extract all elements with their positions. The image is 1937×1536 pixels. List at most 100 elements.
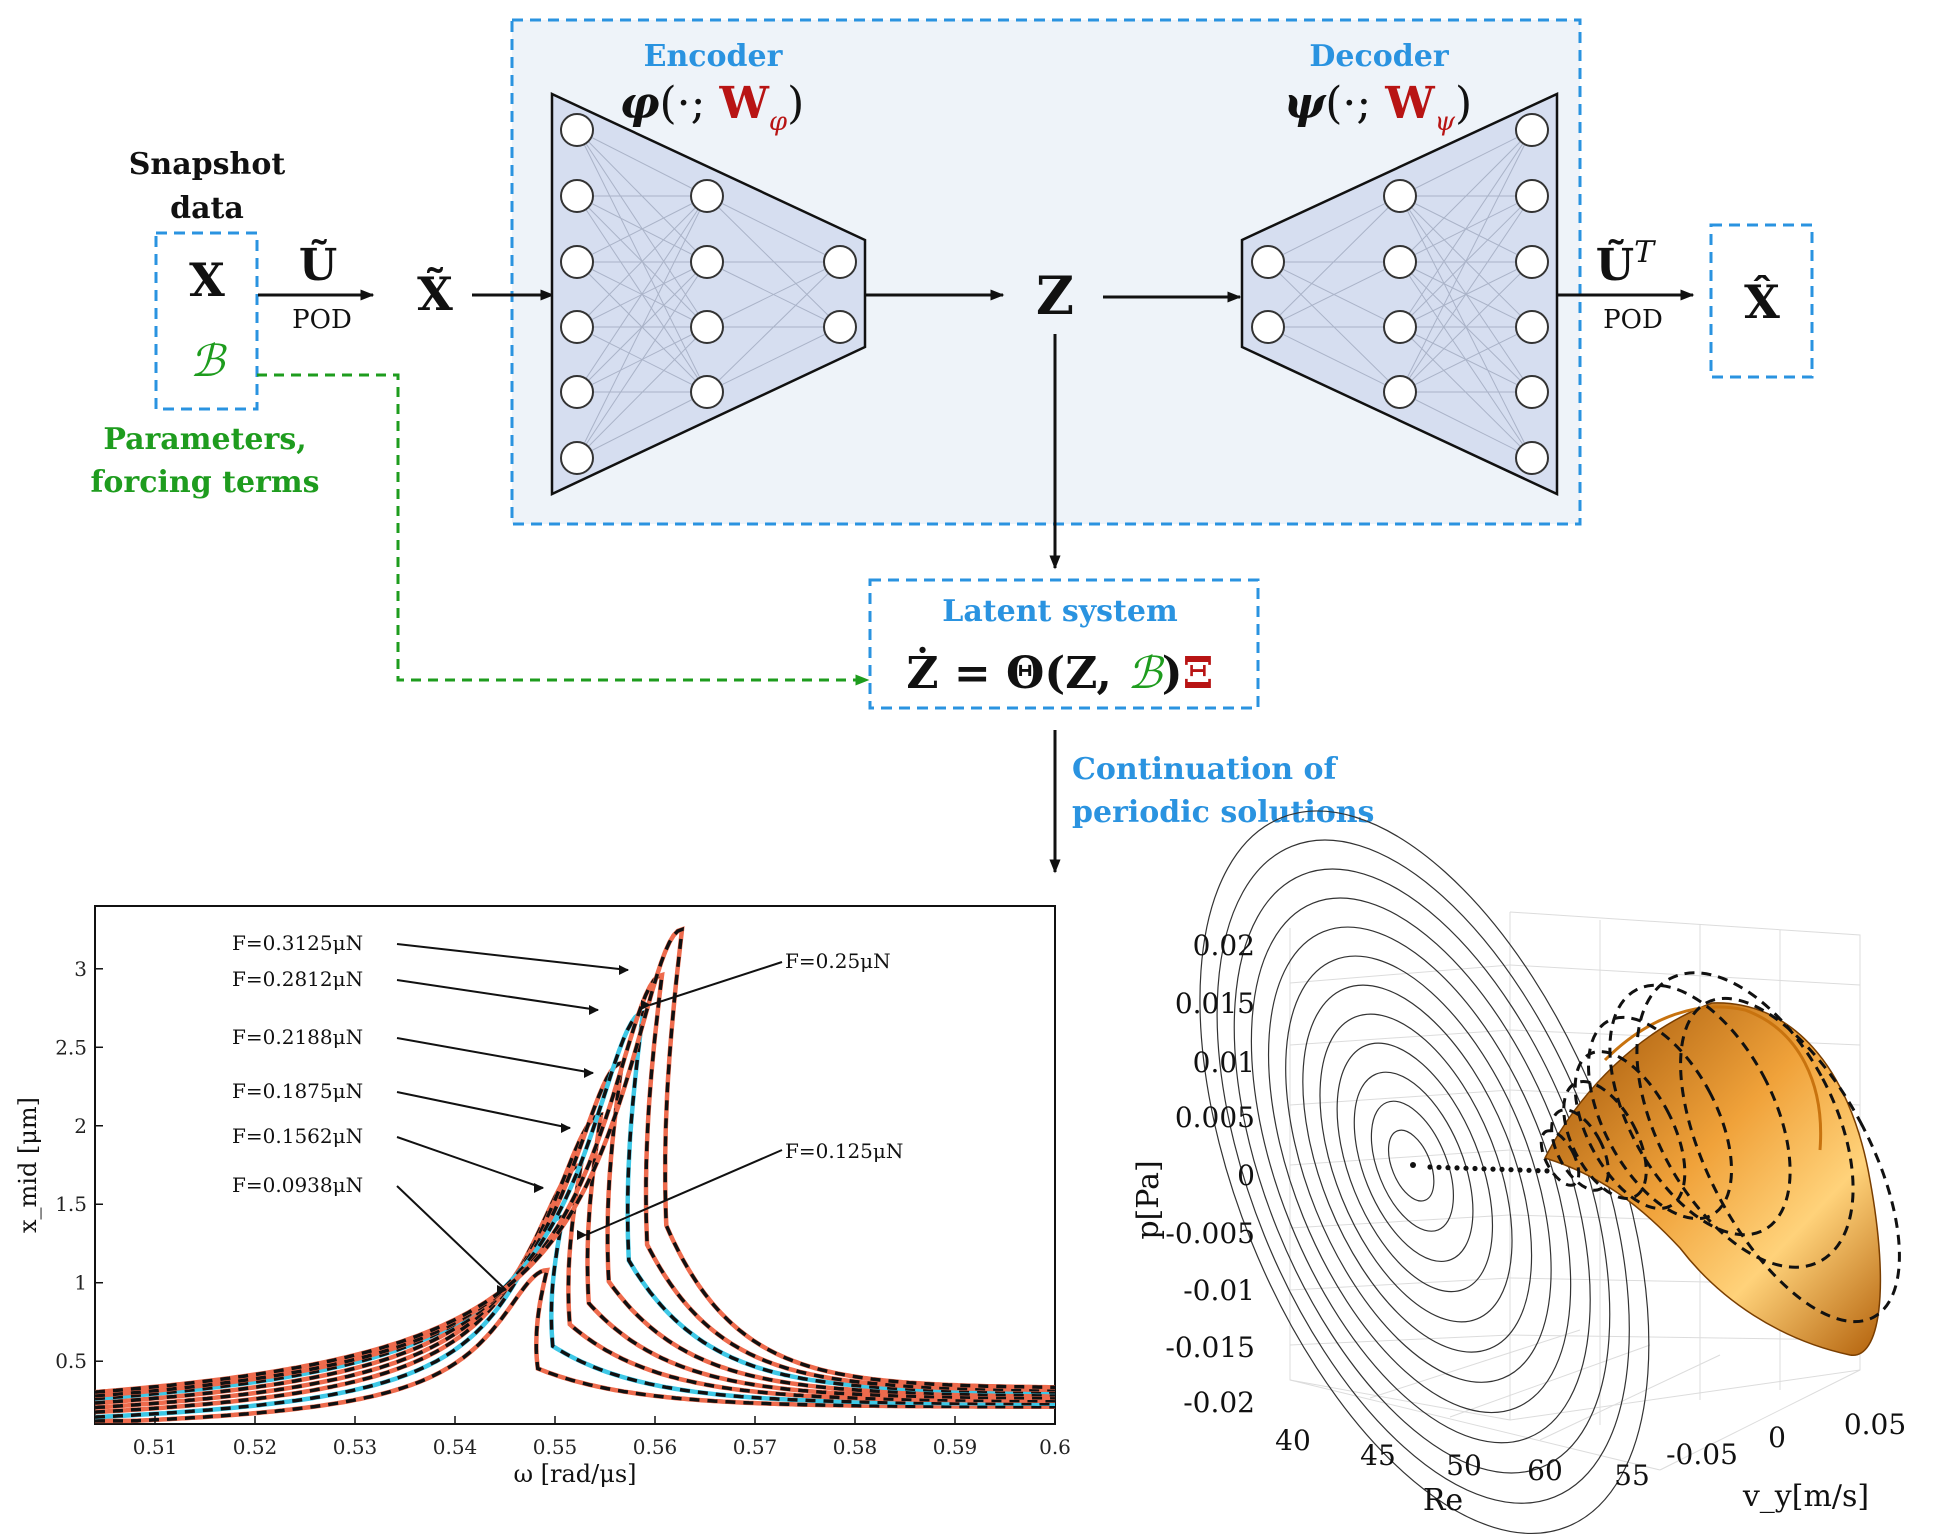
neuron-node <box>560 375 594 409</box>
network-edge <box>576 195 708 328</box>
annotation-arrow <box>396 1136 544 1193</box>
dashed-orbit <box>1608 983 1792 1237</box>
encoder-label: Encoder <box>644 39 784 74</box>
neuron-node <box>690 310 724 344</box>
encoder-function: φ(·; Wφ) <box>620 78 805 137</box>
spiral-orbit <box>1302 984 1533 1353</box>
z-tick-label: -0.01 <box>1183 1274 1255 1307</box>
network-edge <box>1267 326 1401 393</box>
parameters-path <box>257 373 870 686</box>
neuron-node <box>1515 441 1549 475</box>
neuron-node <box>1515 245 1549 279</box>
annotation-arrow <box>396 1185 507 1295</box>
y-tick-label: 0.5 <box>55 1349 87 1373</box>
spiral-orbit <box>1285 955 1552 1383</box>
continuation-label-line2: periodic solutions <box>1072 795 1374 830</box>
x-tick-label: 0.58 <box>833 1435 878 1459</box>
y-tick-label: 3 <box>74 957 87 981</box>
network-edge <box>1399 129 1533 328</box>
dashed-orbit <box>1587 1015 1733 1221</box>
branch-point <box>1499 1166 1505 1172</box>
annotation-arrow <box>396 1037 594 1078</box>
dashed-orbits <box>1539 971 1901 1324</box>
chart-y-axis-label: x_mid [μm] <box>14 1097 42 1233</box>
network-edge <box>1399 261 1533 393</box>
neuron-node <box>560 245 594 279</box>
latent-equation: Ż = Θ(Z, ℬ)Ξ <box>906 645 1213 699</box>
network-edge <box>706 261 841 328</box>
dashed-orbit <box>1635 971 1855 1269</box>
encoder-trapezoid <box>550 92 867 496</box>
neuron-node <box>690 179 724 213</box>
x-tick-label: 0.54 <box>433 1435 478 1459</box>
chart-curves <box>95 926 1055 1424</box>
neuron-node <box>1515 113 1549 147</box>
re-tick-label: 45 <box>1360 1439 1396 1472</box>
neuron-node <box>1383 375 1417 409</box>
pod-label-right: POD <box>1603 305 1663 335</box>
z-symbol: Z <box>1036 266 1074 327</box>
latent-system-label: Latent system <box>942 594 1178 629</box>
re-tick-label: 60 <box>1527 1454 1563 1487</box>
spiral-orbit <box>1233 868 1611 1474</box>
decoder-function: ψ(·; Wψ) <box>1284 78 1472 137</box>
reference-dashed-line <box>95 1214 1055 1419</box>
x-tick-label: 0.51 <box>133 1435 178 1459</box>
reference-dashed-line <box>95 926 1055 1394</box>
snapshot-box <box>154 231 259 411</box>
series-annotation-label: F=0.2188μN <box>232 1025 363 1049</box>
network-edge <box>576 195 708 459</box>
branch-point <box>1526 1167 1532 1173</box>
dashed-orbit <box>1679 996 1901 1324</box>
chart-axes: 0.51 0.52 0.53 0.54 0.55 0.56 0.57 0.58 0.59 0.60… <box>55 957 1071 1459</box>
chart-annotations: F=0.3125μN F=0.2812μN F=0.2188μN F=0.1875μN… <box>232 931 903 1295</box>
re-tick-label: 50 <box>1446 1449 1482 1482</box>
projected-spiral <box>1199 810 1650 1534</box>
branch-point <box>1454 1165 1460 1171</box>
neuron-node <box>560 441 594 475</box>
encoder-network <box>560 113 857 475</box>
network-edge <box>1399 129 1533 197</box>
spiral-orbit <box>1267 926 1572 1414</box>
annotation-arrow <box>577 1149 783 1240</box>
snapshot-label-line1: Snapshot <box>129 147 286 182</box>
3d-z-axis-label: p[Pa] <box>1131 1160 1166 1239</box>
dashed-orbit <box>1562 1080 1648 1200</box>
u-tilde-t: ŨT <box>1596 235 1656 291</box>
neuron-node <box>1515 179 1549 213</box>
z-tick-label: -0.005 <box>1165 1217 1255 1250</box>
network-edge <box>576 261 708 459</box>
neuron-node <box>1251 245 1285 279</box>
x-tick-label: 0.52 <box>233 1435 278 1459</box>
3d-x-axis-label: Re <box>1423 1483 1463 1518</box>
spiral-center <box>1410 1162 1416 1168</box>
series-annotation-label: F=0.1875μN <box>232 1079 363 1103</box>
neuron-node <box>560 179 594 213</box>
branch-point <box>1517 1167 1523 1173</box>
x-symbol: X <box>189 253 225 307</box>
branch-point <box>1490 1166 1496 1172</box>
x-tick-label: 0.55 <box>533 1435 578 1459</box>
autoencoder-diagram: Snapshot data X ℬ Parameters, forcing te… <box>91 18 1814 874</box>
network-edge <box>706 326 841 393</box>
series-annotation-label: F=0.25μN <box>785 949 891 973</box>
network-edge <box>1399 195 1533 393</box>
branch-point <box>1463 1165 1469 1171</box>
neuron-node <box>823 310 857 344</box>
vy-tick-label: -0.05 <box>1666 1438 1738 1471</box>
branch-point <box>1535 1168 1541 1174</box>
network-edge <box>1399 129 1533 263</box>
neuron-node <box>1383 310 1417 344</box>
re-tick-label: 40 <box>1275 1424 1311 1457</box>
reference-dashed-line <box>95 1060 1055 1405</box>
z-tick-label: 0.015 <box>1175 987 1255 1020</box>
neuron-node <box>560 310 594 344</box>
params-label-line1: Parameters, <box>103 422 306 457</box>
latent-system-box <box>868 578 1260 710</box>
3d-axis-ticks: 0.02 0.015 0.01 0.005 0 -0.005 -0.01 -0.015 -0.0… <box>1165 929 1906 1492</box>
x-tick-label: 0.53 <box>333 1435 378 1459</box>
decoder-label: Decoder <box>1309 39 1449 74</box>
neuron-node <box>690 245 724 279</box>
neuron-node <box>1251 310 1285 344</box>
